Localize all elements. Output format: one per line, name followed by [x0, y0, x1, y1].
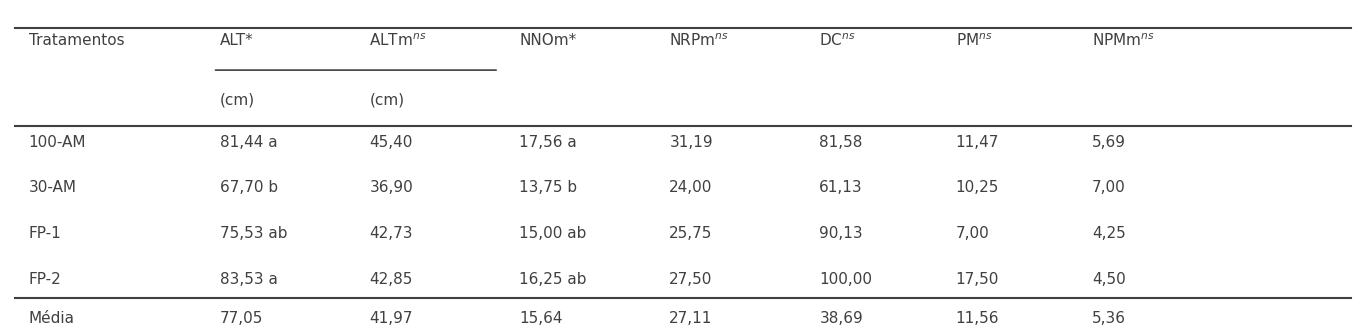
Text: DC$^{ns}$: DC$^{ns}$: [820, 32, 856, 49]
Text: 25,75: 25,75: [669, 226, 713, 241]
Text: 45,40: 45,40: [369, 135, 413, 149]
Text: 10,25: 10,25: [956, 181, 999, 195]
Text: 15,00 ab: 15,00 ab: [519, 226, 587, 241]
Text: 7,00: 7,00: [956, 226, 989, 241]
Text: 100,00: 100,00: [820, 272, 873, 287]
Text: PM$^{ns}$: PM$^{ns}$: [956, 32, 992, 49]
Text: FP-1: FP-1: [29, 226, 61, 241]
Text: 7,00: 7,00: [1091, 181, 1126, 195]
Text: NPMm$^{ns}$: NPMm$^{ns}$: [1091, 32, 1154, 49]
Text: ALTm$^{ns}$: ALTm$^{ns}$: [369, 32, 426, 49]
Text: 67,70 b: 67,70 b: [220, 181, 277, 195]
Text: 61,13: 61,13: [820, 181, 863, 195]
Text: 77,05: 77,05: [220, 311, 262, 326]
Text: 41,97: 41,97: [369, 311, 413, 326]
Text: 42,85: 42,85: [369, 272, 413, 287]
Text: 4,25: 4,25: [1091, 226, 1126, 241]
Text: 17,50: 17,50: [956, 272, 999, 287]
Text: 11,56: 11,56: [956, 311, 999, 326]
Text: (cm): (cm): [220, 92, 254, 107]
Text: 24,00: 24,00: [669, 181, 713, 195]
Text: 81,44 a: 81,44 a: [220, 135, 277, 149]
Text: 5,36: 5,36: [1091, 311, 1126, 326]
Text: 17,56 a: 17,56 a: [519, 135, 578, 149]
Text: Média: Média: [29, 311, 75, 326]
Text: 31,19: 31,19: [669, 135, 713, 149]
Text: 4,50: 4,50: [1091, 272, 1126, 287]
Text: NRPm$^{ns}$: NRPm$^{ns}$: [669, 32, 729, 49]
Text: ALT*: ALT*: [220, 33, 253, 48]
Text: 42,73: 42,73: [369, 226, 413, 241]
Text: 75,53 ab: 75,53 ab: [220, 226, 287, 241]
Text: FP-2: FP-2: [29, 272, 61, 287]
Text: 11,47: 11,47: [956, 135, 999, 149]
Text: 27,11: 27,11: [669, 311, 713, 326]
Text: 90,13: 90,13: [820, 226, 863, 241]
Text: Tratamentos: Tratamentos: [29, 33, 124, 48]
Text: 27,50: 27,50: [669, 272, 713, 287]
Text: 83,53 a: 83,53 a: [220, 272, 277, 287]
Text: 30-AM: 30-AM: [29, 181, 76, 195]
Text: NNOm*: NNOm*: [519, 33, 576, 48]
Text: 81,58: 81,58: [820, 135, 863, 149]
Text: 100-AM: 100-AM: [29, 135, 86, 149]
Text: (cm): (cm): [369, 92, 404, 107]
Text: 16,25 ab: 16,25 ab: [519, 272, 587, 287]
Text: 15,64: 15,64: [519, 311, 563, 326]
Text: 5,69: 5,69: [1091, 135, 1126, 149]
Text: 13,75 b: 13,75 b: [519, 181, 578, 195]
Text: 38,69: 38,69: [820, 311, 863, 326]
Text: 36,90: 36,90: [369, 181, 413, 195]
